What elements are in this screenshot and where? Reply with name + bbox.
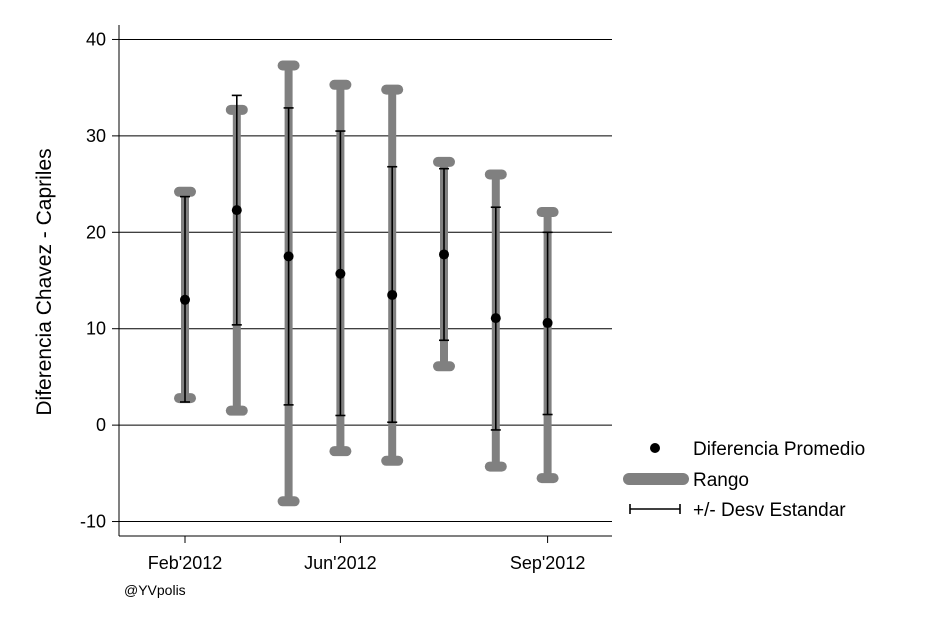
legend-range-label: Rango xyxy=(693,470,749,491)
mean-point xyxy=(439,249,449,260)
credit-label: @YVpolis xyxy=(124,582,186,598)
mean-point xyxy=(335,268,346,279)
y-tick-label: 10 xyxy=(86,319,106,339)
y-axis: -10 0 10 20 30 40 xyxy=(80,25,120,536)
x-tick-label: Jun'2012 xyxy=(304,553,377,573)
range-bars xyxy=(174,60,559,507)
mean-point xyxy=(283,251,294,262)
mean-point xyxy=(542,317,553,328)
y-tick-label: 20 xyxy=(86,222,106,242)
legend-item-mean: Diferencia Promedio xyxy=(650,439,865,460)
mean-point xyxy=(231,205,242,216)
y-tick-label: 0 xyxy=(96,415,106,435)
y-tick-label: -10 xyxy=(80,512,106,532)
y-axis-title: Diferencia Chavez - Capriles xyxy=(33,148,56,415)
legend-item-range: Rango xyxy=(623,470,749,491)
points xyxy=(180,205,553,328)
legend-item-sd: +/- Desv Estandar xyxy=(629,500,846,521)
y-tick-label: 40 xyxy=(86,29,106,49)
y-tick-label: 30 xyxy=(86,126,106,146)
mean-point xyxy=(490,313,501,324)
legend: Diferencia Promedio Rango +/- Desv Estan… xyxy=(623,439,865,521)
x-tick-label: Sep'2012 xyxy=(510,553,586,573)
legend-sd-label: +/- Desv Estandar xyxy=(693,500,846,521)
legend-mean-label: Diferencia Promedio xyxy=(693,439,865,460)
x-tick-label: Feb'2012 xyxy=(148,553,223,573)
mean-point xyxy=(180,294,190,305)
legend-mean-marker xyxy=(650,443,660,453)
grid xyxy=(119,38,612,523)
mean-point xyxy=(387,289,398,300)
x-axis: Feb'2012 Jun'2012 Sep'2012 xyxy=(119,535,612,573)
